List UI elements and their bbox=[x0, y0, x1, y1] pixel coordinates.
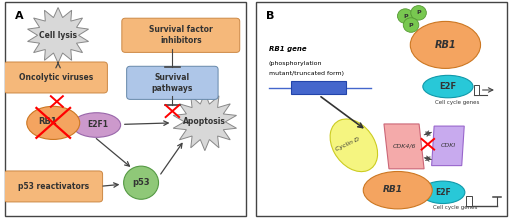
Text: P: P bbox=[416, 10, 421, 15]
Text: Cyclin D: Cyclin D bbox=[335, 136, 360, 152]
Text: Cell cycle genes: Cell cycle genes bbox=[435, 100, 479, 106]
FancyBboxPatch shape bbox=[4, 62, 108, 93]
FancyBboxPatch shape bbox=[474, 85, 479, 95]
Ellipse shape bbox=[410, 21, 481, 68]
Text: E2F: E2F bbox=[435, 188, 451, 197]
Text: RB1: RB1 bbox=[435, 40, 456, 50]
FancyBboxPatch shape bbox=[291, 81, 346, 94]
Text: P: P bbox=[409, 22, 413, 27]
Text: CDKI: CDKI bbox=[440, 143, 456, 148]
Ellipse shape bbox=[73, 113, 121, 137]
FancyBboxPatch shape bbox=[4, 171, 102, 202]
Ellipse shape bbox=[403, 18, 419, 32]
Text: p53: p53 bbox=[132, 178, 150, 187]
Text: P: P bbox=[403, 14, 408, 19]
Text: Survival
pathways: Survival pathways bbox=[152, 73, 193, 93]
FancyBboxPatch shape bbox=[466, 196, 472, 206]
Text: E2F: E2F bbox=[439, 82, 457, 91]
Ellipse shape bbox=[411, 6, 426, 20]
Ellipse shape bbox=[27, 106, 80, 140]
Ellipse shape bbox=[330, 119, 377, 172]
Text: p53 reactivators: p53 reactivators bbox=[18, 182, 89, 191]
Ellipse shape bbox=[363, 172, 432, 209]
Text: B: B bbox=[266, 11, 274, 21]
Text: RB1: RB1 bbox=[38, 117, 57, 126]
Text: RB1 gene: RB1 gene bbox=[268, 46, 306, 52]
FancyBboxPatch shape bbox=[122, 18, 240, 52]
Text: Cell cycle genes: Cell cycle genes bbox=[433, 206, 478, 211]
FancyBboxPatch shape bbox=[5, 2, 246, 216]
Polygon shape bbox=[173, 93, 237, 151]
FancyBboxPatch shape bbox=[256, 2, 507, 216]
Ellipse shape bbox=[397, 9, 413, 23]
Ellipse shape bbox=[423, 75, 473, 98]
Text: Cell lysis: Cell lysis bbox=[39, 31, 77, 40]
Text: CDK4/6: CDK4/6 bbox=[392, 144, 416, 149]
Text: mutant/truncated form): mutant/truncated form) bbox=[268, 71, 344, 76]
Ellipse shape bbox=[421, 181, 465, 204]
Text: RB1: RB1 bbox=[383, 185, 403, 194]
Text: (phosphorylation: (phosphorylation bbox=[268, 61, 322, 66]
Polygon shape bbox=[432, 126, 464, 166]
Text: Survival factor
inhibitors: Survival factor inhibitors bbox=[149, 25, 212, 45]
Text: A: A bbox=[15, 11, 24, 21]
Ellipse shape bbox=[123, 166, 159, 199]
Text: E2F1: E2F1 bbox=[87, 120, 108, 129]
Polygon shape bbox=[384, 124, 424, 169]
FancyBboxPatch shape bbox=[126, 66, 218, 99]
Polygon shape bbox=[28, 8, 89, 63]
Text: Oncolytic viruses: Oncolytic viruses bbox=[18, 73, 93, 82]
Text: Apoptosis: Apoptosis bbox=[183, 117, 226, 126]
